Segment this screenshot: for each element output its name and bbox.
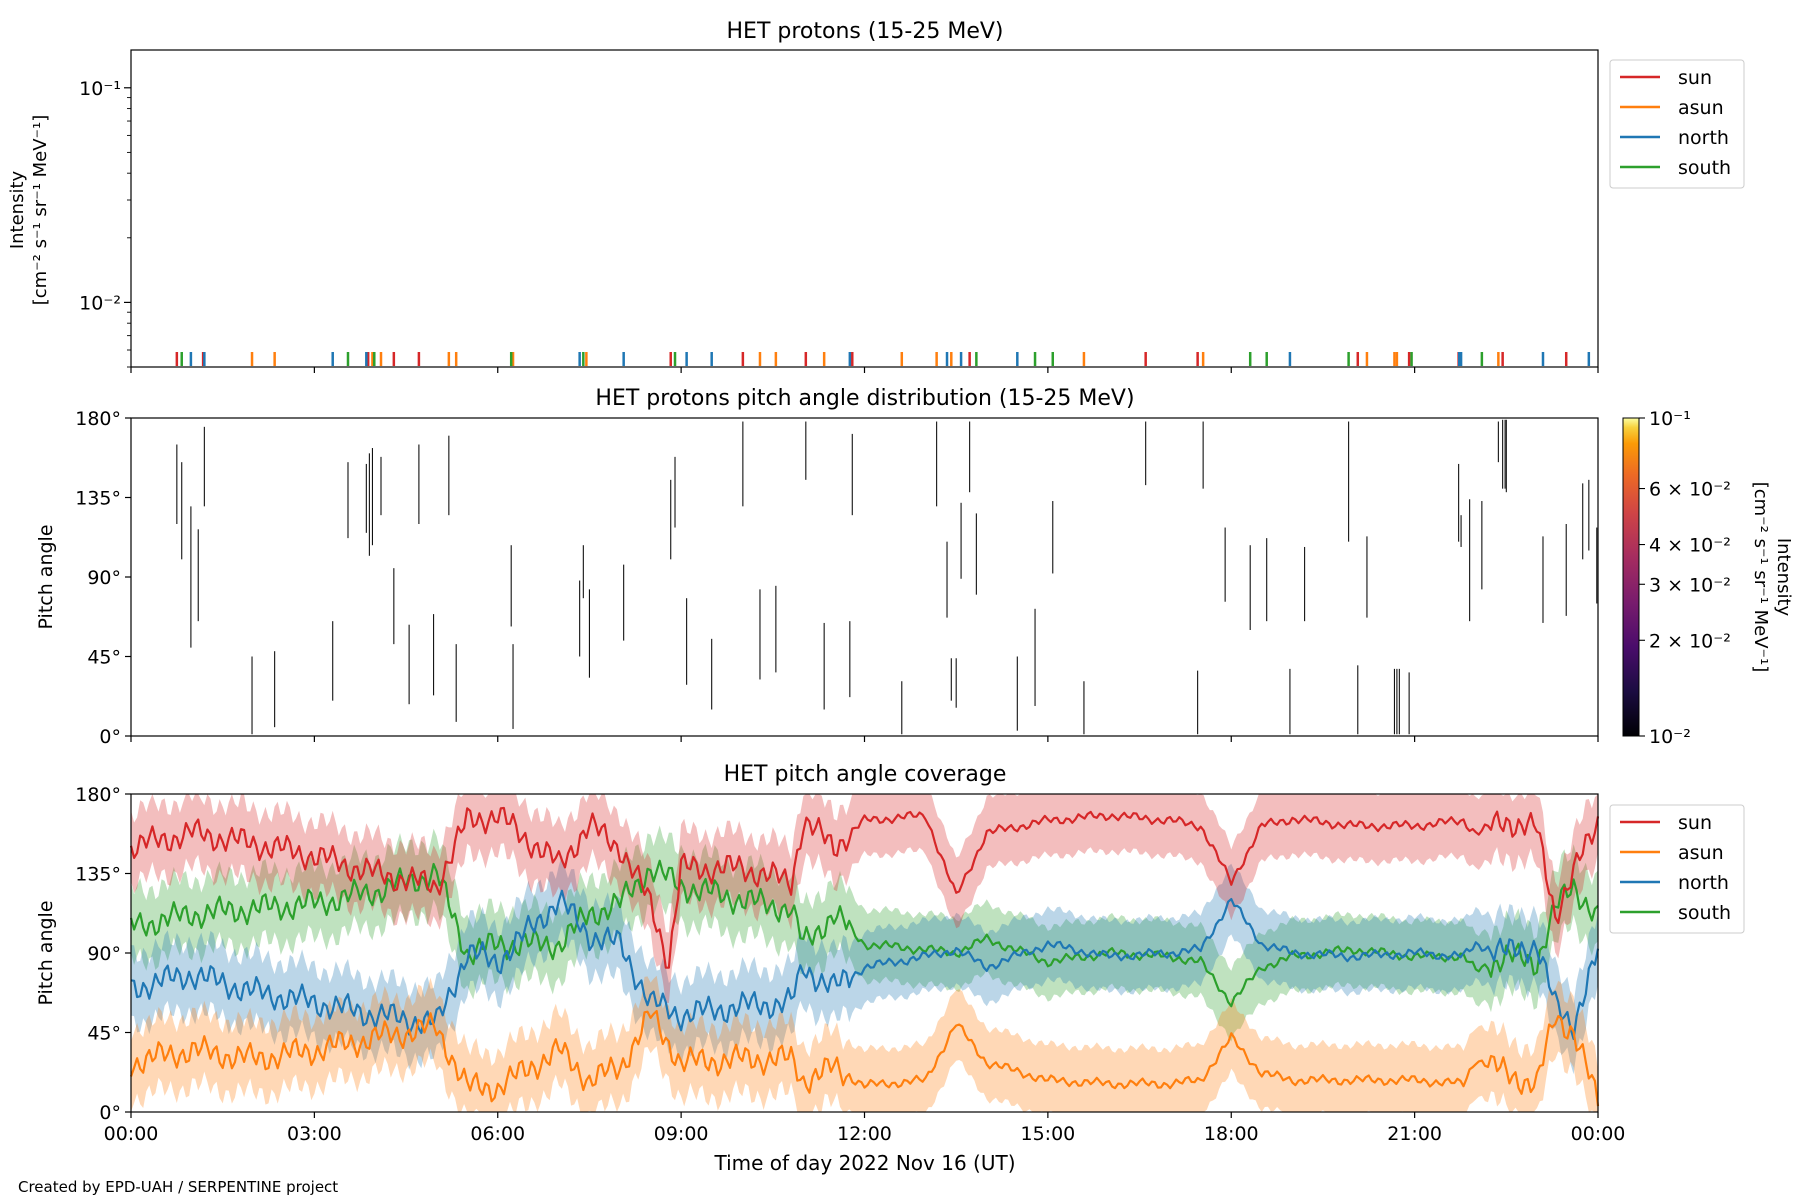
y-tick-label: 135° — [75, 864, 121, 886]
legend-1-label-asun: asun — [1678, 97, 1724, 119]
panel-1-y-ticks: 10⁻¹ 10⁻² — [79, 78, 1599, 373]
coverage-line-sun — [129, 806, 1600, 969]
colorbar-label-line1: Intensity — [1773, 538, 1794, 617]
colorbar — [1622, 417, 1640, 737]
panel-pitch-coverage: HET pitch angle coverage 0° 45° 90° 135° 180… — [35, 762, 1745, 1175]
panel-1-ylabel-line1: Intensity — [7, 170, 28, 249]
x-tick-label: 00:00 — [1571, 1123, 1626, 1145]
x-tick-label: 00:00 — [104, 1123, 159, 1145]
legend-1-label-south: south — [1678, 157, 1731, 179]
y-tick-label: 90° — [87, 943, 121, 965]
coverage-line-south — [129, 859, 1599, 1008]
colorbar-tick-label: 6 × 10⁻² — [1649, 479, 1731, 501]
y-tick-label: 180° — [75, 408, 121, 430]
panel-3-ticks: 0° 45° 90° 135° 180° 00:00 03:00 06:00 09:00 12:0… — [75, 784, 1625, 1145]
legend-3-label-north: north — [1678, 872, 1729, 894]
coverage-band-north — [131, 855, 1598, 1075]
panel-1-legend: sun asun north south — [1609, 59, 1745, 189]
x-tick-label: 09:00 — [654, 1123, 709, 1145]
panel-1-frame — [130, 49, 1599, 368]
legend-3-frame — [1609, 804, 1745, 934]
panel-1-title: HET protons (15-25 MeV) — [727, 19, 1004, 44]
panel-1-marks — [175, 352, 1591, 366]
y-tick-label: 10⁻¹ — [79, 78, 121, 100]
colorbar-tick-label: 2 × 10⁻² — [1649, 630, 1731, 652]
colorbar-tick-label: 10⁻¹ — [1649, 408, 1691, 430]
panel-1-ylabel-line2: [cm⁻² s⁻¹ sr⁻¹ MeV⁻¹] — [30, 115, 51, 306]
panel-3-title: HET pitch angle coverage — [724, 762, 1007, 787]
y-tick-label: 10⁻² — [79, 292, 121, 314]
x-tick-label: 15:00 — [1020, 1123, 1075, 1145]
legend-1-label-north: north — [1678, 127, 1729, 149]
y-tick-label: 45° — [87, 1023, 121, 1045]
panel-intensity: HET protons (15-25 MeV) 10⁻¹ 10⁻² Intensi… — [7, 19, 1745, 373]
legend-1-frame — [1609, 59, 1745, 189]
colorbar-tick-label: 10⁻² — [1649, 726, 1691, 748]
y-tick-label: 45° — [87, 647, 121, 669]
y-tick-label: 0° — [99, 1102, 121, 1124]
y-tick-label: 180° — [75, 784, 121, 806]
y-tick-label: 135° — [75, 488, 121, 510]
colorbar-tick-label: 4 × 10⁻² — [1649, 535, 1731, 557]
footer-credit: Created by EPD-UAH / SERPENTINE project — [18, 1178, 339, 1196]
legend-3-label-south: south — [1678, 902, 1731, 924]
x-tick-label: 18:00 — [1204, 1123, 1259, 1145]
colorbar-ticks: 10⁻¹ 6 × 10⁻² 4 × 10⁻² 3 × 10⁻² 2 × 10⁻² 10⁻² — [1639, 408, 1731, 748]
x-tick-label: 06:00 — [470, 1123, 525, 1145]
y-tick-label: 0° — [99, 726, 121, 748]
coverage-band-asun — [131, 975, 1598, 1112]
coverage-band-sun — [131, 794, 1598, 1003]
panel-3-plot-area — [129, 794, 1600, 1112]
coverage-line-asun — [129, 1009, 1600, 1107]
panel-2-ylabel: Pitch angle — [35, 524, 57, 629]
panel-2-title: HET protons pitch angle distribution (15… — [595, 386, 1134, 411]
legend-1-label-sun: sun — [1678, 67, 1712, 89]
x-tick-label: 03:00 — [287, 1123, 342, 1145]
panel-pitch-distribution: HET protons pitch angle distribution (15… — [35, 386, 1794, 748]
y-tick-label: 90° — [87, 567, 121, 589]
panel-3-xlabel: Time of day 2022 Nov 16 (UT) — [714, 1151, 1016, 1175]
panel-2-y-ticks: 0° 45° 90° 135° 180° — [75, 408, 1599, 748]
colorbar-label-line2: [cm⁻² s⁻¹ sr⁻¹ MeV⁻¹] — [1750, 482, 1771, 673]
panel-3-legend: sun asun north south — [1609, 804, 1745, 934]
panel-2-marks — [176, 419, 1598, 735]
legend-3-label-sun: sun — [1678, 812, 1712, 834]
x-tick-label: 21:00 — [1387, 1123, 1442, 1145]
colorbar-tick-label: 3 × 10⁻² — [1649, 574, 1731, 596]
legend-3-label-asun: asun — [1678, 842, 1724, 864]
x-tick-label: 12:00 — [837, 1123, 892, 1145]
coverage-band-south — [131, 825, 1598, 1042]
panel-2-frame — [130, 417, 1599, 737]
panel-3-ylabel: Pitch angle — [35, 900, 57, 1005]
